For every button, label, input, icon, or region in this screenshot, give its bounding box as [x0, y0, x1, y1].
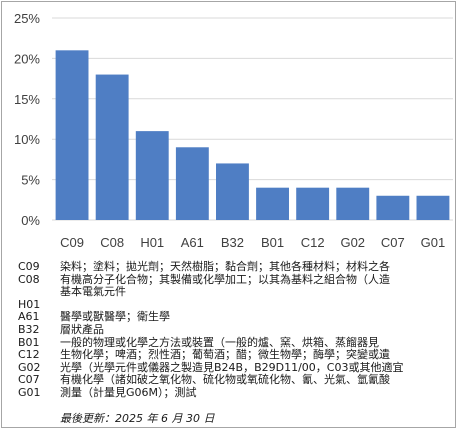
- x-tick-label: C09: [60, 235, 84, 250]
- legend-row-c12: C12 生物化學；啤酒；烈性酒；葡萄酒；醋；微生物學；酶學；突變或遺: [18, 349, 452, 362]
- legend-row-a61: A61 醫學或獸醫學；衛生學: [18, 311, 452, 324]
- legend-description-line: 有機化學（諸如破之氧化物、硫化物或氧硫化物、氰、光氣、氫氰酸: [60, 373, 390, 387]
- last-updated-note: 最後更新：2025 年 6 月 30 日: [60, 412, 215, 425]
- bar-g02: [336, 187, 370, 220]
- legend-description-line: 醫學或獸醫學；衛生學: [60, 310, 170, 324]
- legend-row-b01: B01 一般的物理或化學之方法或裝置（一般的爐、窯、烘箱、蒸餾器見: [18, 335, 452, 350]
- legend-row-g01: G01 測量（計量見G06M）；測試: [18, 385, 452, 400]
- bar-b01: [256, 187, 289, 220]
- legend-description: 光學（光學元件或儀器之製造見B24B，B29D11/00，C03或其他適宜: [60, 360, 452, 375]
- bar-c08: [95, 74, 129, 220]
- x-tick-label: G01: [421, 235, 446, 250]
- legend-row-g02: G02 光學（光學元件或儀器之製造見B24B，B29D11/00，C03或其他適宜: [18, 360, 452, 375]
- legend-code: H01: [18, 297, 41, 311]
- legend-description: 一般的物理或化學之方法或裝置（一般的爐、窯、烘箱、蒸餾器見: [60, 335, 452, 350]
- legend-description-line: 光學（光學元件或儀器之製造見B24B，B29D11/00，C03或其他適宜: [60, 360, 404, 374]
- x-tick-label: A61: [181, 235, 204, 250]
- y-tick-label: 5%: [21, 173, 40, 188]
- legend-code: B32: [18, 322, 40, 336]
- legend-description: 醫學或獸醫學；衛生學: [60, 311, 452, 324]
- legend-row-h01: H01: [18, 297, 452, 312]
- y-tick-label: 0%: [21, 213, 40, 228]
- x-axis-ticks: C09 C08 H01 A61 B32 B01 C12 G02 C07 G01: [60, 235, 445, 250]
- legend-description-line: 生物化學；啤酒；烈性酒；葡萄酒；醋；微生物學；酶學；突變或遺: [60, 348, 390, 362]
- bars: [55, 50, 450, 220]
- legend-code: G01: [18, 385, 41, 399]
- y-tick-label: 25%: [14, 11, 40, 26]
- y-tick-label: 20%: [14, 51, 40, 66]
- x-tick-label: G02: [340, 235, 365, 250]
- bar-g01: [416, 195, 450, 220]
- legend-description-line: 層狀產品: [60, 322, 104, 336]
- y-tick-label: 15%: [14, 92, 40, 107]
- legend-description: 染料；塗料；拋光劑；天然樹脂；黏合劑；其他各種材料；材料之各: [60, 260, 452, 274]
- x-tick-label: B01: [261, 235, 284, 250]
- y-axis-ticks: 0% 5% 10% 15% 20% 25%: [14, 11, 40, 228]
- y-tick-label: 10%: [14, 132, 40, 147]
- legend-code: C08: [18, 272, 40, 286]
- x-tick-label: C12: [301, 235, 325, 250]
- legend-code: B01: [18, 335, 40, 349]
- bar-c07: [376, 195, 410, 220]
- legend-row-c07: C07 有機化學（諸如破之氧化物、硫化物或氧硫化物、氰、光氣、氫氰酸: [18, 374, 452, 387]
- legend-description-line: 測量（計量見G06M）；測試: [60, 385, 197, 399]
- legend-row-c08: C08 有機高分子化合物；其製備或化學加工；以其為基料之組合物（人造 基本電氣元件: [18, 272, 452, 299]
- legend-row-c09: C09 染料；塗料；拋光劑；天然樹脂；黏合劑；其他各種材料；材料之各: [18, 260, 452, 274]
- bar-h01: [135, 131, 169, 220]
- legend-description-line: 一般的物理或化學之方法或裝置（一般的爐、窯、烘箱、蒸餾器見: [60, 335, 379, 349]
- legend-description-line: 染料；塗料；拋光劑；天然樹脂；黏合劑；其他各種材料；材料之各: [60, 260, 390, 273]
- legend-description: 有機高分子化合物；其製備或化學加工；以其為基料之組合物（人造 基本電氣元件: [60, 272, 452, 299]
- legend-description: 生物化學；啤酒；烈性酒；葡萄酒；醋；微生物學；酶學；突變或遺: [60, 349, 452, 362]
- legend-description: 有機化學（諸如破之氧化物、硫化物或氧硫化物、氰、光氣、氫氰酸: [60, 374, 452, 387]
- bar-c12: [296, 187, 330, 220]
- bar-c09: [55, 50, 89, 220]
- category-legend: C09 染料；塗料；拋光劑；天然樹脂；黏合劑；其他各種材料；材料之各 C08 有機高分…: [18, 260, 452, 400]
- bar-b32: [216, 163, 249, 220]
- bar-a61: [175, 147, 209, 220]
- legend-row-b32: B32 層狀產品: [18, 322, 452, 337]
- legend-code: C09: [18, 260, 40, 273]
- x-tick-label: C07: [381, 235, 405, 250]
- legend-description-line: 有機高分子化合物；其製備或化學加工；以其為基料之組合物（人造: [60, 272, 390, 286]
- x-tick-label: B32: [221, 235, 244, 250]
- legend-description-line: 基本電氣元件: [60, 285, 126, 299]
- legend-description: 測量（計量見G06M）；測試: [60, 385, 452, 400]
- x-tick-label: C08: [100, 235, 124, 250]
- legend-code: C12: [18, 348, 40, 362]
- x-tick-label: H01: [140, 235, 164, 250]
- bar-chart: 0% 5% 10% 15% 20% 25% C09 C08 H01 A61 B32 B01 C12 G0…: [14, 11, 453, 250]
- legend-code: A61: [18, 310, 40, 324]
- legend-code: C07: [18, 373, 40, 387]
- legend-code: G02: [18, 360, 41, 374]
- legend-description: 層狀產品: [60, 322, 452, 337]
